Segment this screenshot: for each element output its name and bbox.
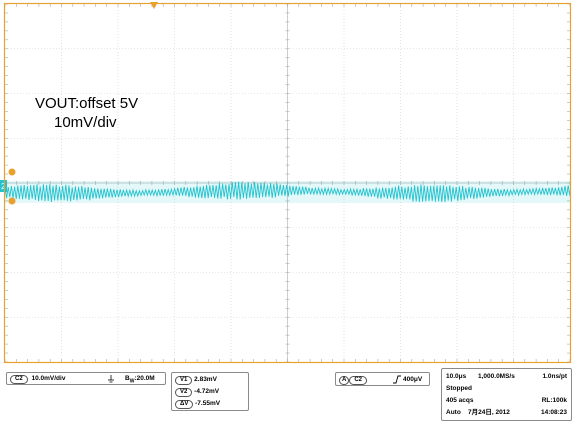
acquisition-readout-panel[interactable]: 10.0μs 1,000.0MS/s 1.0ns/pt Stopped 405 … xyxy=(441,368,572,421)
trigger-readout-panel[interactable]: A C2 400μV xyxy=(335,372,430,386)
trigger-mode: Auto xyxy=(446,409,461,416)
channel-2-badge[interactable]: C2 xyxy=(10,375,28,384)
bandwidth-limit: BW:20.0M xyxy=(125,375,155,385)
acquisition-state: Stopped xyxy=(446,385,472,392)
acquisition-date: 7月24日, 2012 xyxy=(468,409,510,416)
cursor-v1-readout: V1 2.83mV xyxy=(175,375,217,385)
rising-edge-icon xyxy=(393,375,401,384)
oscilloscope-screen: 2 xyxy=(0,2,572,364)
trigger-level: 400μV xyxy=(403,376,423,383)
annotation-text-scale: 10mV/div xyxy=(54,114,117,131)
svg-text:2: 2 xyxy=(1,182,6,191)
cursor-v2-readout: V2 -4.72mV xyxy=(175,387,219,397)
cursor-readout-panel[interactable]: V1 2.83mV V2 -4.72mV ΔV -7.55mV xyxy=(171,372,249,411)
channel-scale: 10.0mV/div xyxy=(31,375,66,382)
timebase-scale: 10.0μs xyxy=(446,373,467,380)
record-length: RL:100k xyxy=(541,397,567,404)
cursor-delta-readout: ΔV -7.55mV xyxy=(175,399,220,409)
time-resolution: 1.0ns/pt xyxy=(542,373,567,380)
channel-2-ground-marker: 2 xyxy=(0,168,16,205)
screen-frame xyxy=(3,2,572,364)
channel-2-trace-band xyxy=(5,181,570,203)
annotation-text-offset: VOUT:offset 5V xyxy=(35,95,139,112)
channel-readout-panel[interactable]: C2 10.0mV/div BW:20.0M xyxy=(6,372,166,385)
acquisition-count: 405 acqs xyxy=(446,397,474,404)
acquisition-time: 14:08:23 xyxy=(540,409,567,416)
trigger-source-badge[interactable]: C2 xyxy=(349,376,368,385)
channel-2-waveform xyxy=(4,181,571,203)
sample-rate: 1,000.0MS/s xyxy=(478,373,515,380)
trigger-mode-badge[interactable]: A xyxy=(339,376,350,385)
dc-coupling-icon xyxy=(108,375,114,383)
